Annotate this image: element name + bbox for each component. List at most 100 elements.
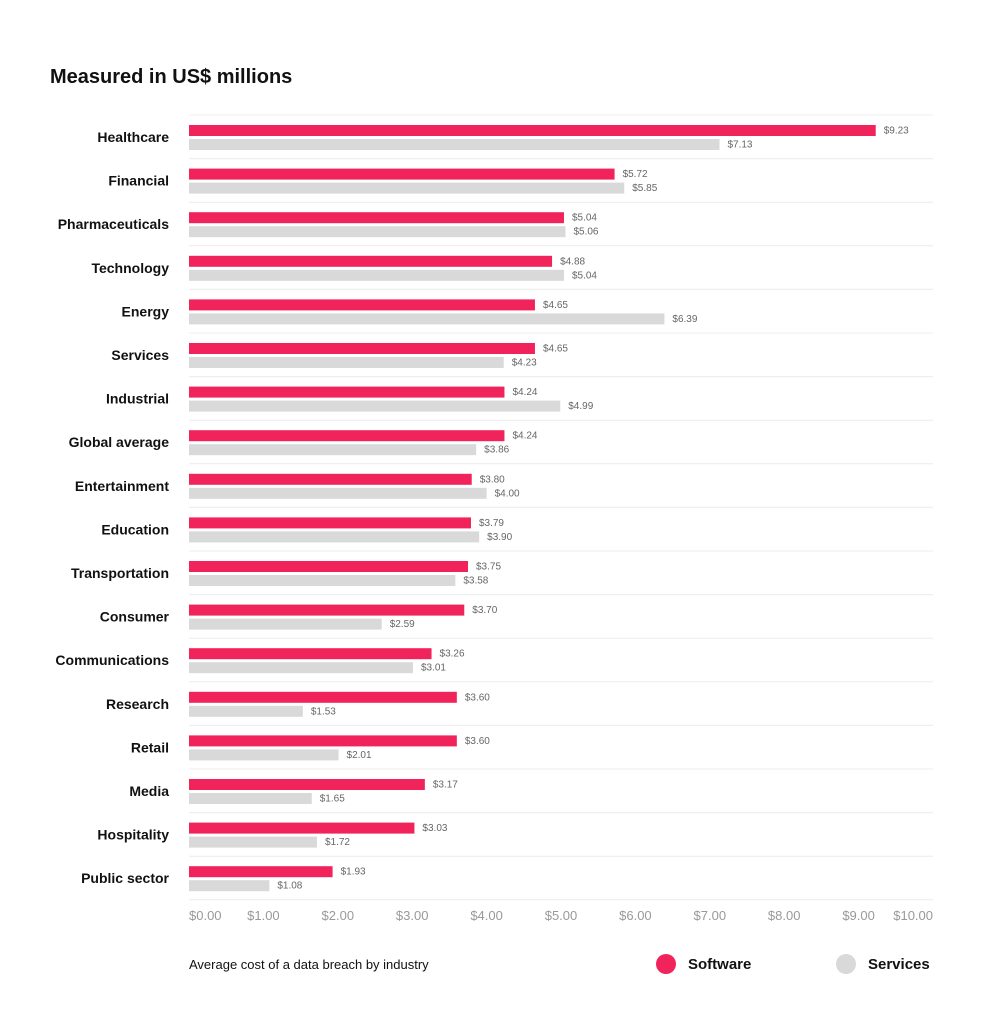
bar-software-entertainment [189,473,472,485]
bar-services-retail [189,749,339,761]
legend-item-services: Services [836,954,930,974]
x-tick-label: $4.00 [470,908,503,923]
value-label-software-technology: $4.88 [560,256,585,267]
chart-caption: Average cost of a data breach by industr… [189,957,429,972]
value-label-services-consumer: $2.59 [390,619,415,630]
value-label-services-retail: $2.01 [347,750,372,761]
bar-software-consumer [189,604,465,616]
category-label-retail: Retail [131,739,169,755]
bar-software-services [189,343,535,354]
category-label-pharmaceuticals: Pharmaceuticals [58,216,169,232]
category-label-energy: Energy [122,303,170,319]
bar-services-pharmaceuticals [189,226,566,238]
value-label-services-media: $1.65 [320,794,345,805]
bar-software-global-average [189,430,505,442]
bar-software-industrial [189,386,505,398]
value-label-software-global-average: $4.24 [512,431,537,442]
value-label-services-hospitality: $1.72 [325,837,350,848]
bar-software-retail [189,735,457,747]
category-label-industrial: Industrial [106,391,169,407]
category-label-communications: Communications [55,652,169,668]
x-tick-label: $6.00 [619,908,652,923]
category-label-healthcare: Healthcare [97,129,169,145]
value-label-services-industrial: $4.99 [568,401,593,412]
value-label-software-entertainment: $3.80 [480,474,505,485]
legend-swatch-software [656,954,676,974]
x-tick-label: $7.00 [694,908,727,923]
bar-services-research [189,705,303,717]
bar-software-pharmaceuticals [189,212,564,224]
bar-services-media [189,793,312,804]
legend-swatch-services [836,954,856,974]
x-tick-label: $5.00 [545,908,578,923]
value-label-software-transportation: $3.75 [476,562,501,573]
value-label-services-pharmaceuticals: $5.06 [573,227,598,238]
category-label-education: Education [101,521,169,537]
bar-services-global-average [189,444,477,456]
legend-label-software: Software [688,955,752,973]
bar-services-financial [189,182,625,194]
bar-services-healthcare [189,139,720,150]
value-label-software-hospitality: $3.03 [422,823,447,834]
bar-services-communications [189,662,413,674]
value-label-services-technology: $5.04 [572,270,597,281]
value-label-services-financial: $5.85 [632,183,657,194]
value-label-services-transportation: $3.58 [463,576,488,587]
value-label-software-healthcare: $9.23 [884,126,909,137]
value-label-services-communications: $3.01 [421,663,446,674]
chart-title: Measured in US$ millions [50,66,293,88]
bar-software-energy [189,299,535,311]
bar-software-research [189,691,457,703]
bar-software-media [189,779,425,790]
value-label-software-education: $3.79 [479,518,504,529]
bar-services-public-sector [189,880,270,892]
value-label-services-entertainment: $4.00 [495,488,520,499]
value-label-software-communications: $3.26 [440,649,465,660]
x-tick-label: $3.00 [396,908,429,923]
value-label-services-energy: $6.39 [672,314,697,325]
value-label-software-industrial: $4.24 [512,387,537,398]
bar-software-education [189,517,471,529]
x-tick-label: $8.00 [768,908,801,923]
value-label-services-education: $3.90 [487,532,512,543]
bar-software-technology [189,255,553,267]
value-label-software-consumer: $3.70 [472,605,497,616]
category-label-media: Media [129,783,169,799]
value-label-software-energy: $4.65 [543,300,568,311]
category-label-global-average: Global average [69,434,170,450]
category-label-technology: Technology [91,260,169,276]
bar-services-hospitality [189,836,317,848]
bar-software-financial [189,168,615,180]
bar-services-industrial [189,400,561,412]
value-label-software-public-sector: $1.93 [341,867,366,878]
value-label-software-retail: $3.60 [465,736,490,747]
x-tick-label: $2.00 [322,908,355,923]
bar-software-hospitality [189,822,415,834]
x-tick-label: $9.00 [842,908,875,923]
x-tick-label: $10.00 [893,908,933,923]
bar-services-transportation [189,575,456,586]
legend-item-software: Software [656,954,751,974]
bar-services-services [189,357,504,368]
bar-services-energy [189,313,665,325]
value-label-software-financial: $5.72 [623,169,648,180]
bar-software-healthcare [189,125,876,136]
x-tick-label: $0.00 [189,908,222,923]
value-label-services-services: $4.23 [512,358,537,369]
bar-services-technology [189,269,564,281]
value-label-software-services: $4.65 [543,344,568,355]
category-label-financial: Financial [108,173,169,189]
category-label-research: Research [106,696,169,712]
bar-software-transportation [189,561,468,572]
category-label-services: Services [111,347,169,363]
value-label-software-media: $3.17 [433,780,458,791]
value-label-services-healthcare: $7.13 [727,140,752,151]
value-label-services-public-sector: $1.08 [277,881,302,892]
value-label-services-research: $1.53 [311,706,336,717]
value-label-services-global-average: $3.86 [484,445,509,456]
legend-label-services: Services [868,955,930,973]
value-label-software-pharmaceuticals: $5.04 [572,213,597,224]
x-tick-label: $1.00 [247,908,280,923]
category-label-transportation: Transportation [71,565,169,581]
